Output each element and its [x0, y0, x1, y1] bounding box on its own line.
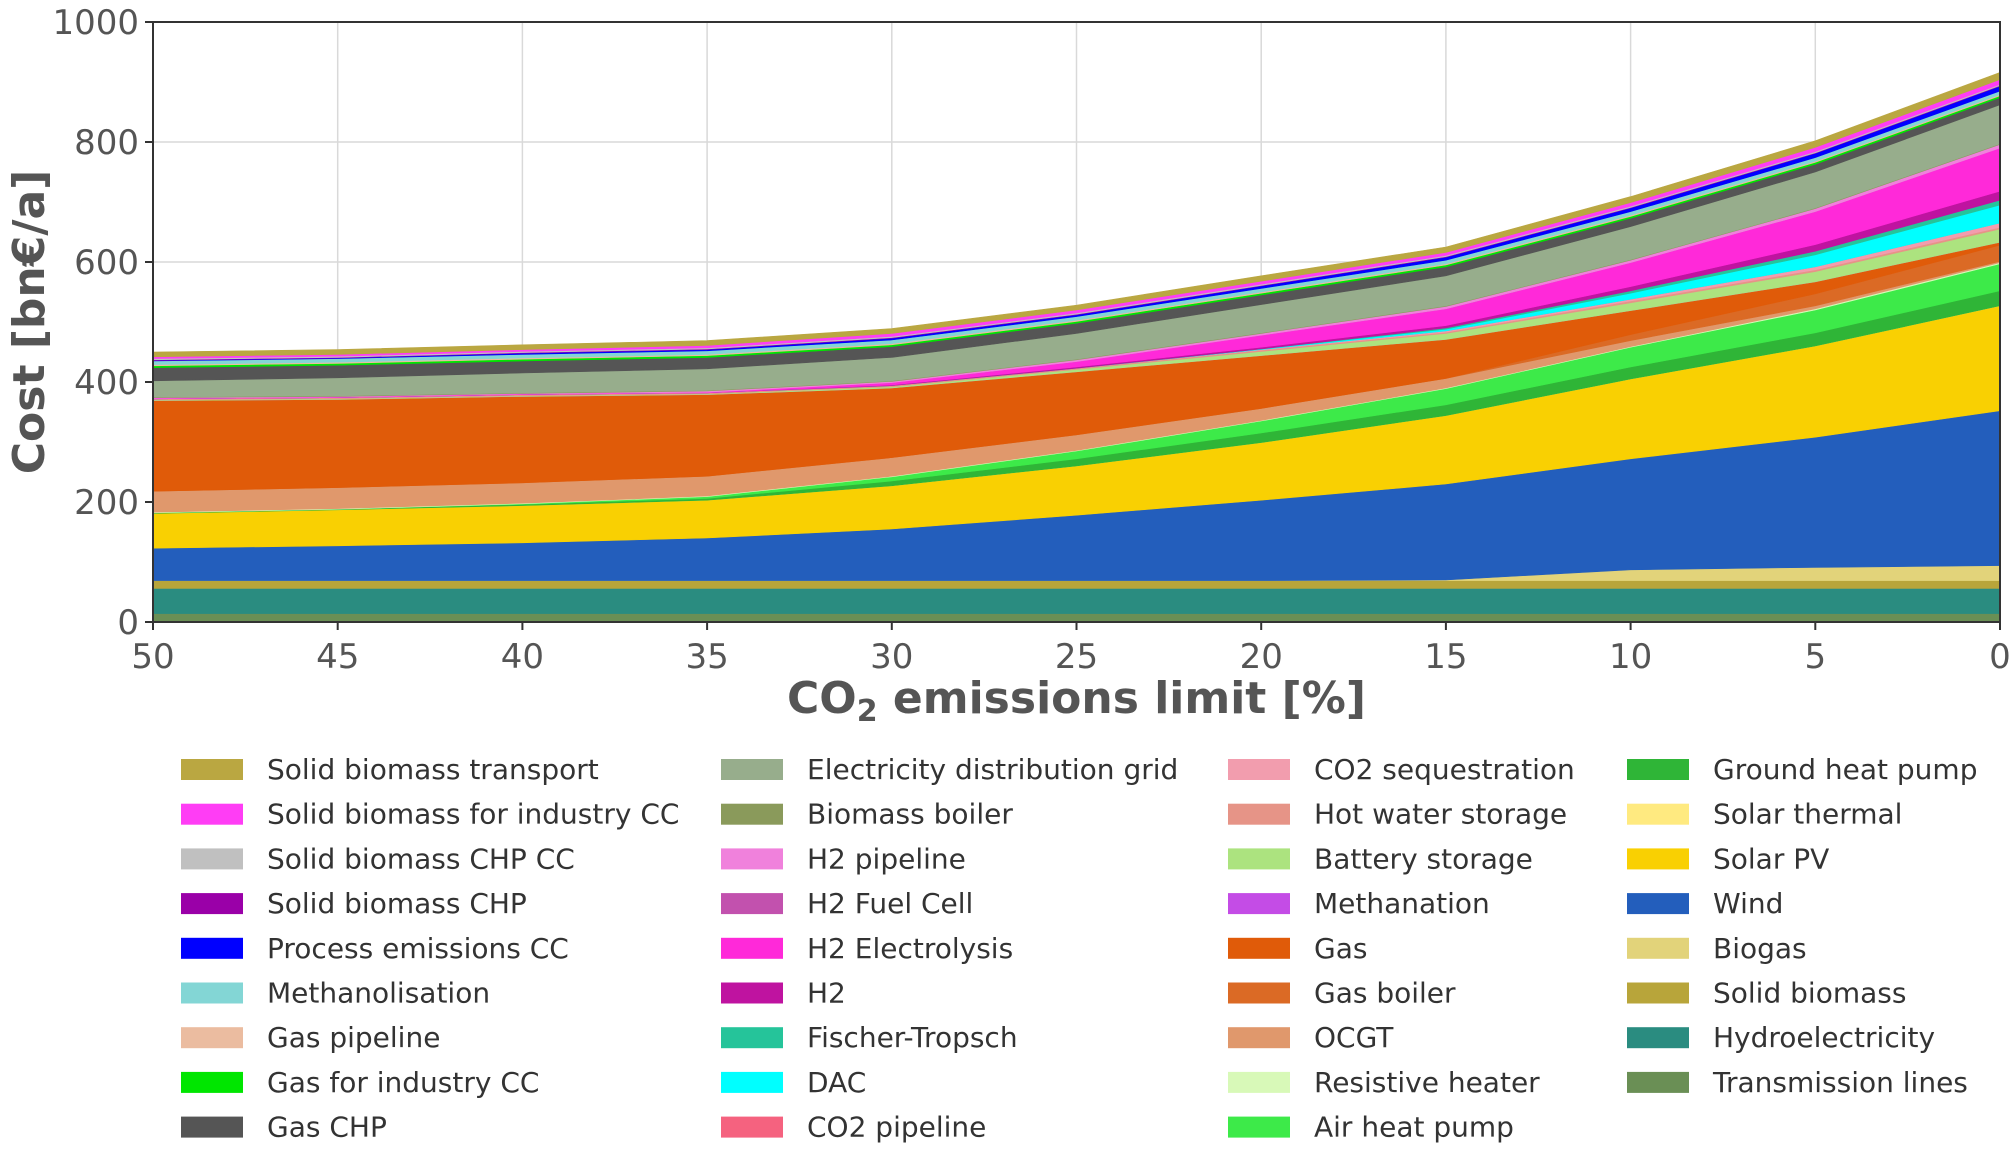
- legend-swatch-solar-pv: [1627, 848, 1689, 870]
- legend-swatch-gas-pipeline: [181, 1027, 243, 1049]
- y-tick-label: 400: [74, 363, 139, 403]
- legend-label-solid-biomass-for-industry-cc: Solid biomass for industry CC: [267, 798, 679, 831]
- legend-swatch-electricity-distribution-grid: [721, 759, 783, 780]
- legend-swatch-solid-biomass: [1627, 982, 1689, 1004]
- legend-label-biogas: Biogas: [1713, 932, 1807, 965]
- x-tick-label: 15: [1424, 637, 1467, 677]
- x-axis-title-rest: emissions limit [%]: [878, 673, 1366, 724]
- legend-swatch-hydroelectricity: [1627, 1027, 1689, 1049]
- legend-label-gas-chp: Gas CHP: [267, 1111, 387, 1144]
- legend-swatch-ocgt: [1228, 1027, 1290, 1049]
- legend-label-air-heat-pump: Air heat pump: [1314, 1111, 1514, 1144]
- x-tick-label: 50: [131, 637, 174, 677]
- legend-label-methanolisation: Methanolisation: [267, 977, 490, 1010]
- legend-label-hot-water-storage: Hot water storage: [1314, 798, 1567, 831]
- legend-swatch-methanation: [1228, 893, 1290, 915]
- y-tick-label: 0: [117, 603, 139, 643]
- x-axis-title-main: CO: [787, 673, 857, 724]
- legend-swatch-wind: [1627, 893, 1689, 915]
- y-tick-label: 600: [74, 243, 139, 283]
- y-tick-label: 1000: [52, 3, 139, 43]
- stacked-areas: [152, 71, 2001, 623]
- y-tick-label: 200: [74, 483, 139, 523]
- legend-swatch-biomass-boiler: [721, 803, 783, 825]
- legend-label-fischer-tropsch: Fischer-Tropsch: [807, 1021, 1018, 1054]
- legend-label-ground-heat-pump: Ground heat pump: [1713, 753, 1977, 786]
- legend-label-gas: Gas: [1314, 932, 1367, 965]
- legend-swatch-h2-electrolysis: [721, 937, 783, 959]
- x-tick-label: 25: [1055, 637, 1098, 677]
- legend-label-solid-biomass-transport: Solid biomass transport: [267, 753, 599, 786]
- legend-swatch-co2-pipeline: [721, 1116, 783, 1138]
- area-hydroelectricity: [152, 588, 2001, 614]
- legend-label-solar-thermal: Solar thermal: [1713, 798, 1902, 831]
- legend-label-wind: Wind: [1713, 887, 1783, 920]
- x-tick-label: 0: [1989, 637, 2011, 677]
- x-tick-label: 35: [685, 637, 728, 677]
- x-tick-label: 10: [1609, 637, 1652, 677]
- legend-swatch-co2-sequestration: [1228, 759, 1290, 780]
- legend-label-methanation: Methanation: [1314, 887, 1490, 920]
- legend-label-solar-pv: Solar PV: [1713, 842, 1829, 875]
- legend-swatch-h2-fuel-cell: [721, 893, 783, 915]
- legend-swatch-solar-thermal: [1627, 803, 1689, 825]
- legend-swatch-transmission-lines: [1627, 1071, 1689, 1093]
- legend-swatch-dac: [721, 1071, 783, 1093]
- x-tick-label: 30: [870, 637, 913, 677]
- legend: Solid biomass transport Solid biomass for…: [181, 753, 1977, 1144]
- legend-swatch-air-heat-pump: [1228, 1116, 1290, 1138]
- legend-label-hydroelectricity: Hydroelectricity: [1713, 1021, 1935, 1054]
- legend-swatch-solid-biomass-for-industry-cc: [181, 803, 243, 825]
- legend-swatch-gas: [1228, 937, 1290, 959]
- legend-swatch-process-emissions-cc: [181, 937, 243, 959]
- legend-label-electricity-distribution-grid: Electricity distribution grid: [807, 753, 1178, 786]
- legend-label-gas-for-industry-cc: Gas for industry CC: [267, 1066, 539, 1099]
- legend-swatch-ground-heat-pump: [1627, 759, 1689, 780]
- legend-swatch-solid-biomass-chp-cc: [181, 848, 243, 870]
- legend-swatch-solid-biomass-transport: [181, 759, 243, 780]
- legend-label-co2-pipeline: CO2 pipeline: [807, 1111, 986, 1144]
- x-tick-label: 5: [1804, 637, 1826, 677]
- legend-label-h2-electrolysis: H2 Electrolysis: [807, 932, 1013, 965]
- legend-swatch-gas-chp: [181, 1116, 243, 1138]
- legend-label-process-emissions-cc: Process emissions CC: [267, 932, 569, 965]
- legend-label-solid-biomass-chp-cc: Solid biomass CHP CC: [267, 842, 575, 875]
- legend-label-ocgt: OCGT: [1314, 1021, 1394, 1054]
- legend-label-h2: H2: [807, 977, 846, 1010]
- legend-label-h2-pipeline: H2 pipeline: [807, 842, 966, 875]
- legend-swatch-gas-for-industry-cc: [181, 1071, 243, 1093]
- legend-swatch-resistive-heater: [1228, 1071, 1290, 1093]
- legend-label-battery-storage: Battery storage: [1314, 842, 1533, 875]
- legend-label-biomass-boiler: Biomass boiler: [807, 798, 1013, 831]
- legend-label-solid-biomass: Solid biomass: [1713, 977, 1906, 1010]
- legend-swatch-gas-boiler: [1228, 982, 1290, 1004]
- legend-swatch-h2: [721, 982, 783, 1004]
- legend-label-gas-pipeline: Gas pipeline: [267, 1021, 440, 1054]
- area-transmission-lines: [152, 613, 2001, 623]
- legend-swatch-biogas: [1627, 937, 1689, 959]
- legend-swatch-methanolisation: [181, 982, 243, 1004]
- x-tick-label: 20: [1240, 637, 1283, 677]
- x-tick-label: 40: [501, 637, 544, 677]
- x-tick-label: 45: [316, 637, 359, 677]
- legend-label-h2-fuel-cell: H2 Fuel Cell: [807, 887, 973, 920]
- x-axis-title: CO2 emissions limit [%]: [787, 673, 1366, 729]
- x-axis-title-subscript: 2: [857, 694, 878, 729]
- legend-label-transmission-lines: Transmission lines: [1712, 1066, 1968, 1099]
- area-solid-biomass: [152, 580, 2001, 589]
- legend-label-resistive-heater: Resistive heater: [1314, 1066, 1540, 1099]
- y-tick-label: 800: [74, 123, 139, 163]
- legend-swatch-battery-storage: [1228, 848, 1290, 870]
- legend-label-gas-boiler: Gas boiler: [1314, 977, 1456, 1010]
- legend-label-co2-sequestration: CO2 sequestration: [1314, 753, 1575, 786]
- y-axis-title: Cost [bn€/a]: [4, 170, 55, 474]
- legend-label-solid-biomass-chp: Solid biomass CHP: [267, 887, 527, 920]
- legend-label-dac: DAC: [807, 1066, 866, 1099]
- legend-swatch-solid-biomass-chp: [181, 893, 243, 915]
- legend-swatch-h2-pipeline: [721, 848, 783, 870]
- legend-swatch-hot-water-storage: [1228, 803, 1290, 825]
- legend-swatch-fischer-tropsch: [721, 1027, 783, 1049]
